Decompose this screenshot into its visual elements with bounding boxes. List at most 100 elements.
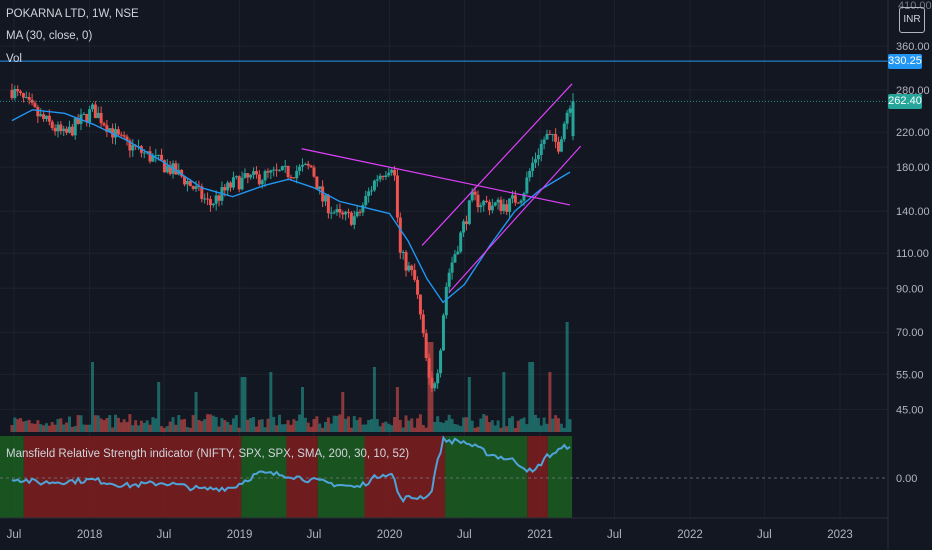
rs-shade-positive bbox=[241, 436, 287, 518]
candle-body bbox=[436, 373, 440, 384]
volume-bar bbox=[436, 416, 440, 432]
volume-bar bbox=[24, 420, 28, 432]
hline-price-badge: 330.25 bbox=[888, 53, 922, 69]
volume-bar bbox=[367, 420, 371, 432]
volume-bar bbox=[378, 426, 382, 432]
volume-bar bbox=[459, 426, 463, 432]
candle-body bbox=[257, 174, 261, 185]
candle-body bbox=[67, 126, 71, 133]
candle-body bbox=[102, 123, 106, 126]
candle-body bbox=[332, 212, 336, 214]
volume-bar bbox=[30, 423, 34, 432]
candle-body bbox=[162, 160, 166, 173]
volume-bar bbox=[404, 415, 408, 432]
rs-indicator-legend[interactable]: Mansfield Relative Strength indicator (N… bbox=[6, 448, 410, 460]
candle-body bbox=[393, 169, 397, 176]
volume-bar bbox=[358, 417, 362, 432]
volume-bar bbox=[479, 418, 483, 432]
volume-bar bbox=[292, 419, 296, 432]
candle-body bbox=[188, 181, 192, 187]
ma30-line bbox=[11, 109, 571, 304]
candle-body bbox=[88, 109, 92, 123]
volume-bar bbox=[105, 418, 109, 432]
candle-body bbox=[519, 200, 523, 203]
candle-body bbox=[243, 173, 247, 178]
candle-body bbox=[44, 115, 48, 119]
volume-bar bbox=[312, 419, 316, 432]
volume-bar bbox=[326, 417, 330, 432]
candle-body bbox=[289, 177, 293, 179]
candle-body bbox=[105, 125, 109, 132]
currency-button[interactable]: INR bbox=[899, 7, 925, 33]
candle-body bbox=[562, 123, 566, 140]
candle-body bbox=[349, 212, 353, 225]
volume-bar bbox=[96, 415, 100, 432]
volume-bar bbox=[108, 415, 112, 432]
volume-bar bbox=[341, 392, 345, 432]
candle-body bbox=[62, 128, 66, 132]
candle-body bbox=[545, 133, 549, 140]
volume-bar bbox=[315, 416, 319, 432]
volume-bar bbox=[433, 421, 437, 432]
volume-bar bbox=[277, 414, 281, 432]
volume-bar bbox=[229, 424, 233, 432]
trendline bbox=[301, 148, 571, 206]
price-tick-label: 110.00 bbox=[896, 248, 929, 260]
volume-bar bbox=[16, 419, 20, 432]
candle-body bbox=[367, 191, 371, 196]
candle-body bbox=[361, 205, 365, 213]
volume-bar bbox=[246, 419, 250, 432]
volume-legend[interactable]: Vol bbox=[6, 53, 22, 65]
volume-bar bbox=[79, 415, 83, 432]
candle-body bbox=[93, 104, 97, 119]
volume-bar bbox=[401, 427, 405, 432]
time-tick-label: Jul bbox=[157, 529, 172, 541]
volume-bar bbox=[10, 425, 14, 432]
time-axis[interactable]: Jul 2018 Jul 2019 Jul 2020 Jul 2021 Jul 2022 Jul 20… bbox=[7, 529, 853, 541]
candle-body bbox=[485, 200, 489, 202]
trendlines[interactable] bbox=[301, 83, 582, 293]
rs-shade-positive bbox=[547, 436, 573, 518]
last-price-badge: 262.40 bbox=[888, 93, 922, 109]
volume-bar bbox=[418, 414, 422, 432]
candle-body bbox=[424, 333, 428, 359]
candle-body bbox=[315, 176, 319, 190]
candle-body bbox=[24, 96, 28, 98]
candle-body bbox=[286, 165, 290, 178]
volume-bar bbox=[272, 416, 276, 432]
volume-bar bbox=[424, 427, 428, 432]
candle-body bbox=[364, 195, 368, 206]
volume-bar bbox=[177, 415, 181, 432]
time-tick-label: 2020 bbox=[377, 529, 403, 541]
volume-bar bbox=[329, 423, 333, 432]
volume-bar bbox=[200, 421, 204, 432]
volume-bar bbox=[82, 424, 86, 432]
candle-body bbox=[531, 162, 535, 171]
candle-body bbox=[65, 128, 69, 133]
volume-bar bbox=[125, 422, 129, 432]
candle-body bbox=[473, 191, 477, 195]
candle-body bbox=[47, 115, 51, 122]
volume-bar bbox=[70, 426, 74, 432]
volume-bar bbox=[487, 422, 491, 432]
rs-shade-positive bbox=[11, 436, 24, 518]
candle-body bbox=[266, 171, 270, 173]
candle-body bbox=[548, 133, 552, 135]
symbol-legend[interactable]: POKARNA LTD, 1W, NSE bbox=[6, 8, 139, 20]
candle-body bbox=[490, 205, 494, 211]
volume-bar bbox=[344, 418, 348, 432]
candle-body bbox=[10, 89, 14, 99]
candle-body bbox=[450, 262, 454, 273]
candle-body bbox=[516, 202, 520, 204]
ma-legend[interactable]: MA (30, close, 0) bbox=[6, 30, 93, 42]
volume-bar bbox=[557, 418, 561, 432]
candle-body bbox=[194, 186, 198, 189]
volume-bar bbox=[145, 420, 149, 432]
candle-body bbox=[200, 186, 204, 199]
volume-bar bbox=[306, 422, 310, 432]
candle-body bbox=[298, 166, 302, 171]
volume-bar bbox=[554, 415, 558, 432]
volume-bar bbox=[513, 427, 517, 432]
candle-body bbox=[231, 177, 235, 188]
